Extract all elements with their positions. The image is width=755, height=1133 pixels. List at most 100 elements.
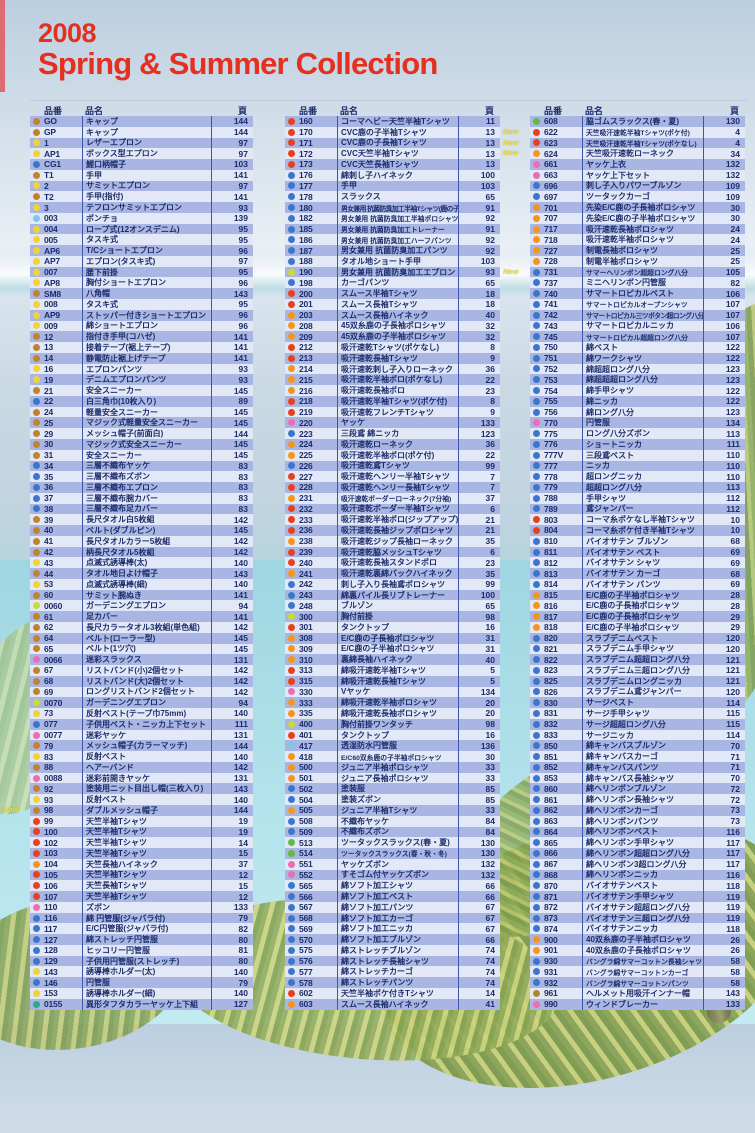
catalog-row: 300 胸付前掛 98	[285, 611, 500, 622]
item-name: 胸付前掛	[337, 611, 459, 622]
page-number: 22	[485, 374, 495, 385]
category-dot-icon	[533, 957, 540, 965]
item-name: 綿ベスト	[582, 342, 704, 353]
item-code: 741	[544, 299, 558, 310]
column-header: 品番 品名 頁	[285, 104, 500, 116]
page-number: 140	[233, 988, 248, 999]
item-code: 727	[544, 245, 558, 256]
page-number: 33	[485, 762, 495, 773]
category-dot-icon	[533, 753, 540, 761]
category-dot-icon	[533, 968, 540, 976]
category-dot-icon	[533, 473, 540, 481]
item-code: 24	[44, 407, 54, 418]
catalog-row: 775 ロング八分ズボン 113	[530, 428, 745, 439]
page-number: 142	[233, 686, 248, 697]
category-dot-icon	[33, 699, 40, 707]
catalog-row: 203 スムース長袖ハイネック 40	[285, 309, 500, 321]
item-code: 180	[299, 202, 313, 213]
page-number: 28	[730, 590, 740, 601]
category-dot-icon	[288, 559, 295, 567]
category-dot-icon	[288, 408, 295, 416]
page-number: 144	[233, 805, 248, 816]
item-name: ロープ式(12オンスデニム)	[82, 223, 212, 235]
category-dot-icon	[533, 139, 540, 147]
item-name: カーゴパンツ	[337, 277, 459, 289]
page-number: 65	[485, 277, 495, 288]
catalog-row: 851 綿キャンバスカーゴ 71	[530, 751, 745, 762]
item-code: 330	[299, 686, 313, 697]
catalog-row: 833 サージニッカ 114	[530, 729, 745, 741]
category-dot-icon	[288, 150, 295, 158]
item-code: 223	[299, 428, 313, 439]
category-dot-icon	[288, 946, 295, 954]
page-number: 29	[730, 622, 740, 633]
category-dot-icon	[288, 322, 295, 330]
page-number: 142	[233, 762, 248, 773]
catalog-row: 718 吸汗速乾半袖ポロシャツ 24	[530, 234, 745, 246]
catalog-row: 170 CVC鹿の子半袖Tシャツ 13	[285, 126, 500, 138]
catalog-row: 39 長尺タオル白5枚組 142	[30, 514, 253, 526]
item-name: 45双糸鹿の子半袖ポロシャツ	[337, 331, 459, 343]
item-name: 吸汗速乾鳶Tシャツ	[337, 460, 459, 472]
item-code: 552	[299, 869, 313, 880]
page-number: 111	[726, 439, 740, 450]
page-number: 110	[726, 460, 740, 471]
item-code: 779	[544, 482, 558, 493]
item-name: バイオサテンニッカ	[582, 923, 704, 935]
page-number: 83	[238, 493, 248, 504]
catalog-row: 867 綿ヘリンボン3超ロング八分 117	[530, 858, 745, 870]
item-name: CVC鹿の子半袖Tシャツ	[337, 126, 459, 138]
item-code: 160	[299, 116, 313, 127]
item-name: バングラ綿サマーコットン長袖シャツ	[582, 955, 704, 967]
catalog-row: 64 ベルト(ローラー型) 145	[30, 632, 253, 644]
item-code: AP9	[44, 310, 60, 321]
catalog-row: 231 吸汗速乾ボーダーローネック(7分袖) 37	[285, 492, 500, 504]
category-dot-icon	[33, 763, 40, 771]
item-code: 2	[44, 180, 49, 191]
column-header: 品番 品名 頁	[30, 104, 253, 116]
item-name: 天竺半袖Tシャツ	[82, 869, 212, 881]
category-dot-icon	[288, 430, 295, 438]
page-number: 24	[730, 224, 740, 235]
category-dot-icon	[288, 731, 295, 739]
category-dot-icon	[288, 871, 295, 879]
page-number: 133	[233, 902, 248, 913]
new-badge: New	[503, 126, 519, 136]
page-number: 140	[233, 708, 248, 719]
catalog-row: 810 バイオサテン ブルゾン 68	[530, 535, 745, 547]
page-number: 10	[730, 525, 740, 536]
category-dot-icon	[33, 397, 40, 405]
catalog-row: 860 綿ヘリンボンブルゾン 72	[530, 783, 745, 795]
item-code: 313	[299, 665, 313, 676]
item-code: 728	[544, 256, 558, 267]
category-dot-icon	[33, 537, 40, 545]
page-number: 117	[726, 837, 740, 848]
page-number: 71	[730, 751, 740, 762]
category-dot-icon	[33, 785, 40, 793]
page-number: 65	[485, 600, 495, 611]
catalog-row: 127 綿ストレッチ円管服 80	[30, 934, 253, 945]
item-code: 226	[299, 460, 313, 471]
item-code: 1	[44, 137, 49, 148]
category-dot-icon	[533, 128, 540, 136]
item-code: AP1	[44, 148, 60, 159]
item-name: 綿ヘリンボンカーゴ	[582, 805, 704, 816]
page-number: 142	[233, 665, 248, 676]
page-number: 93	[238, 202, 248, 213]
catalog-row: 67 リストバンド(小)2個セット 142	[30, 665, 253, 676]
item-code: T1	[44, 170, 54, 181]
item-code: 102	[44, 837, 58, 848]
item-name: ボックス型エプロン	[82, 148, 212, 160]
catalog-row: 42 柄長尺タオル5枚組 142	[30, 546, 253, 558]
category-dot-icon	[533, 300, 540, 308]
category-dot-icon	[533, 645, 540, 653]
item-code: 874	[544, 923, 558, 934]
category-dot-icon	[533, 387, 540, 395]
item-name: サージニッカ	[582, 729, 704, 741]
category-dot-icon	[33, 247, 40, 255]
item-name: 脇ゴムスラックス(春・夏)	[582, 116, 704, 127]
page-number: 13	[485, 148, 495, 159]
item-name: CVC鹿の子長袖Tシャツ	[337, 137, 459, 149]
catalog-row: 232 吸汗速乾ボーダー半袖Tシャツ 6	[285, 503, 500, 515]
item-code: 513	[299, 837, 313, 848]
